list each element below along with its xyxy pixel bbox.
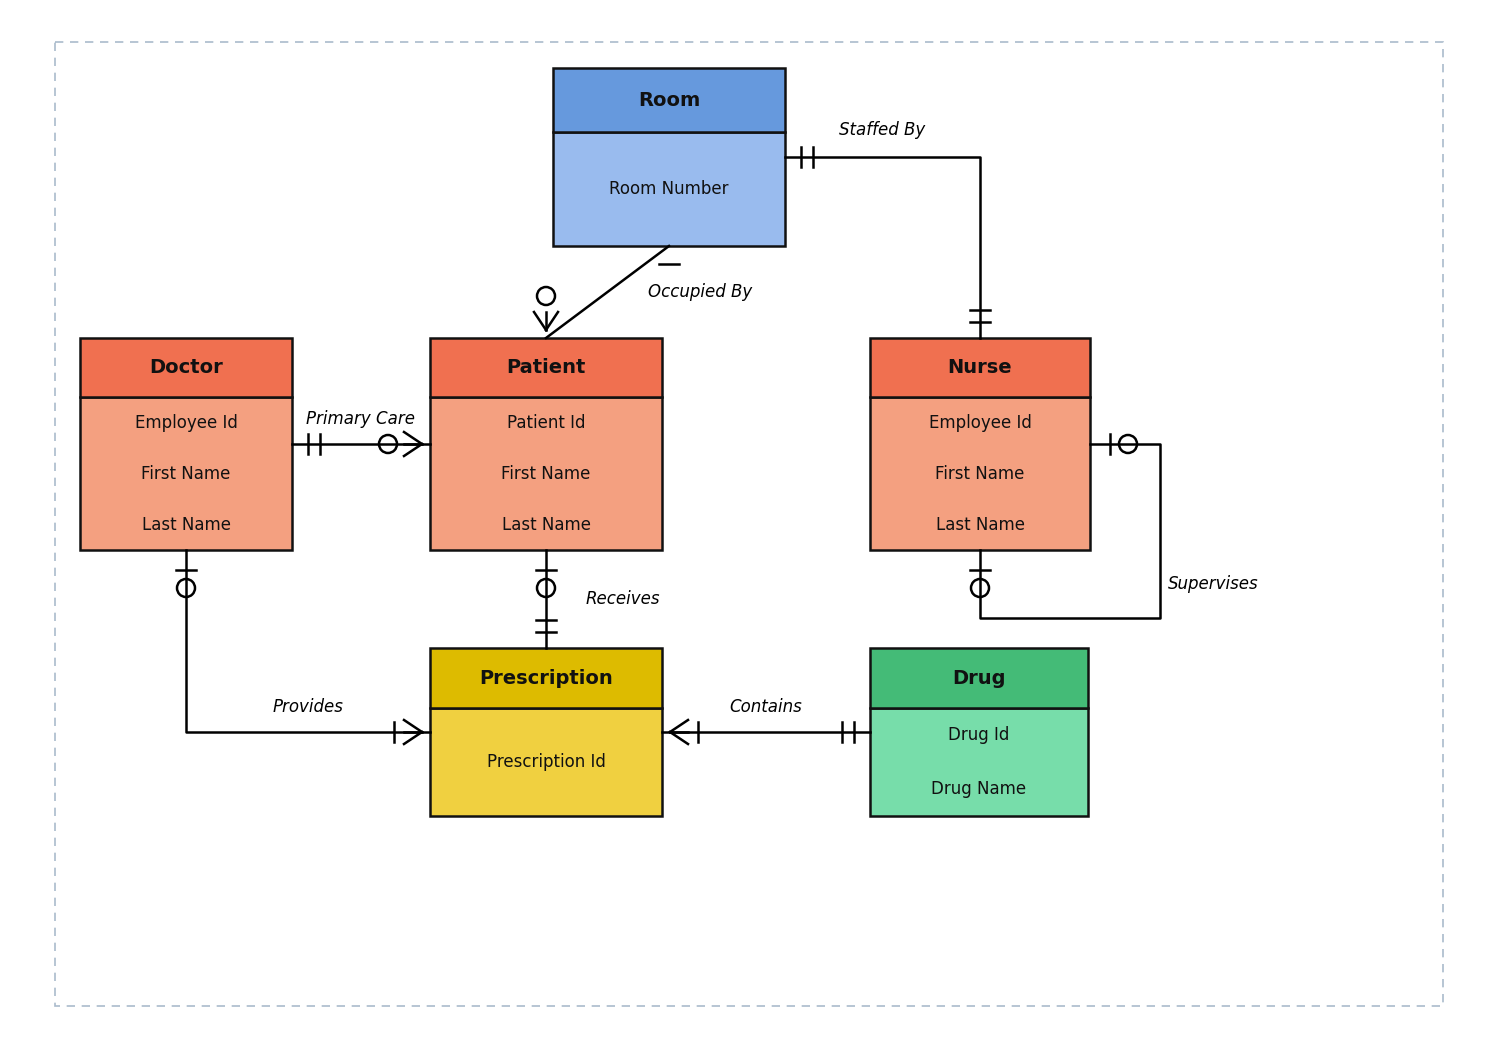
Text: Provides: Provides xyxy=(273,698,343,716)
FancyBboxPatch shape xyxy=(430,397,662,550)
Text: Patient Id: Patient Id xyxy=(506,414,586,432)
Text: Drug Id: Drug Id xyxy=(948,726,1010,744)
Text: Patient: Patient xyxy=(506,358,586,377)
Text: Employee Id: Employee Id xyxy=(135,414,238,432)
Text: Drug: Drug xyxy=(953,669,1005,687)
Text: Staffed By: Staffed By xyxy=(839,121,926,139)
Text: Primary Care: Primary Care xyxy=(307,410,415,428)
Text: Supervises: Supervises xyxy=(1168,575,1258,593)
Text: Receives: Receives xyxy=(586,590,661,608)
FancyBboxPatch shape xyxy=(870,648,1088,708)
FancyBboxPatch shape xyxy=(870,397,1091,550)
FancyBboxPatch shape xyxy=(553,132,785,246)
Text: First Name: First Name xyxy=(935,464,1025,483)
Text: Occupied By: Occupied By xyxy=(647,283,752,301)
Text: Prescription: Prescription xyxy=(479,669,613,687)
Text: First Name: First Name xyxy=(502,464,590,483)
Text: Last Name: Last Name xyxy=(502,516,590,533)
Text: First Name: First Name xyxy=(141,464,231,483)
FancyBboxPatch shape xyxy=(553,68,785,132)
FancyBboxPatch shape xyxy=(870,339,1091,397)
Text: Prescription Id: Prescription Id xyxy=(487,754,605,771)
FancyBboxPatch shape xyxy=(79,397,292,550)
Text: Last Name: Last Name xyxy=(935,516,1025,533)
Text: Last Name: Last Name xyxy=(141,516,231,533)
Text: Nurse: Nurse xyxy=(948,358,1013,377)
FancyBboxPatch shape xyxy=(79,339,292,397)
Text: Employee Id: Employee Id xyxy=(929,414,1032,432)
Text: Doctor: Doctor xyxy=(150,358,223,377)
Text: Room Number: Room Number xyxy=(610,180,728,198)
FancyBboxPatch shape xyxy=(870,708,1088,816)
Text: Contains: Contains xyxy=(730,698,803,716)
FancyBboxPatch shape xyxy=(430,708,662,816)
Text: Room: Room xyxy=(638,90,700,110)
FancyBboxPatch shape xyxy=(430,648,662,708)
Text: Drug Name: Drug Name xyxy=(932,780,1026,799)
FancyBboxPatch shape xyxy=(430,339,662,397)
